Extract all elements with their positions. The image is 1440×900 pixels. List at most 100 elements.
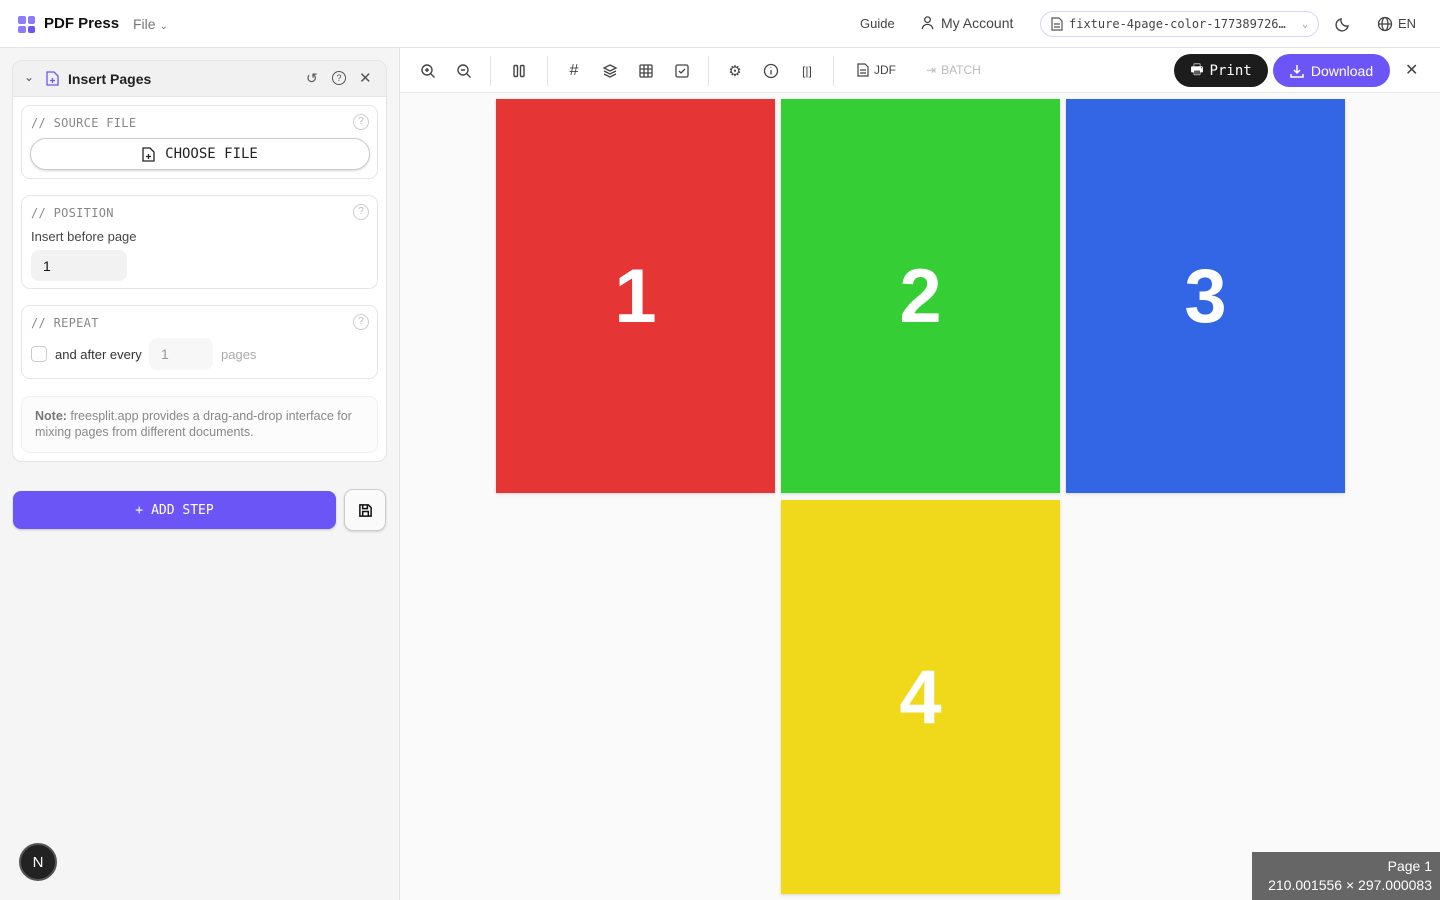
add-step-label: ADD STEP [151, 502, 214, 518]
columns-icon [513, 64, 525, 78]
grid-button[interactable] [635, 60, 657, 82]
file-plus-icon [142, 146, 155, 162]
file-selector[interactable]: fixture-4page-color-177389726… ⌄ [1040, 11, 1319, 37]
print-button[interactable]: 🖶 Print [1174, 54, 1268, 87]
dark-mode-toggle[interactable] [1335, 16, 1351, 32]
checkbox-icon [675, 64, 689, 78]
reset-icon[interactable]: ↺ [306, 70, 318, 86]
source-file-card: // SOURCE FILE ? CHOOSE FILE [21, 105, 378, 179]
page-size-label: 210.001556 × 297.000083 [1268, 877, 1432, 893]
repeat-unit-label: pages [221, 347, 257, 362]
repeat-label: // REPEAT [31, 316, 99, 330]
save-icon [358, 503, 372, 517]
zoom-out-icon [457, 64, 471, 78]
repeat-interval-input[interactable]: 1 [149, 338, 213, 370]
close-viewer-icon[interactable]: ✕ [1405, 62, 1419, 79]
collapse-chevron-icon[interactable]: ⌄ [24, 70, 35, 84]
file-menu[interactable]: File ⌄ [133, 16, 168, 32]
close-panel-icon[interactable]: ✕ [359, 70, 372, 87]
select-button[interactable] [671, 60, 693, 82]
file-menu-label: File [133, 16, 156, 32]
app-logo-icon [18, 16, 35, 33]
repeat-checkbox[interactable] [31, 346, 47, 362]
account-label: My Account [941, 15, 1014, 31]
choose-file-button[interactable]: CHOOSE FILE [30, 138, 370, 170]
jdf-label: JDF [874, 63, 896, 77]
note-box: Note: freesplit.app provides a drag-and-… [21, 396, 378, 453]
top-bar: PDF Press File ⌄ Guide My Account fixtur… [0, 0, 1440, 48]
avatar[interactable]: N [19, 843, 57, 881]
batch-button[interactable]: ⇥ BATCH [926, 63, 981, 77]
moon-icon [1335, 18, 1349, 32]
page-info-overlay: Page 1 210.001556 × 297.000083 [1252, 852, 1440, 900]
current-page-label: Page 1 [1387, 858, 1432, 874]
language-label: EN [1398, 16, 1417, 31]
note-text: Note: freesplit.app provides a drag-and-… [35, 408, 370, 440]
settings-button[interactable]: ⚙ [724, 60, 746, 82]
user-icon [921, 16, 934, 30]
download-label: Download [1310, 62, 1374, 79]
current-file-name: fixture-4page-color-177389726… [1069, 17, 1286, 31]
gear-icon: ⚙ [728, 63, 742, 80]
file-plus-icon [46, 71, 59, 86]
source-file-label: // SOURCE FILE [31, 116, 137, 130]
plus-icon: + [135, 502, 144, 518]
help-icon[interactable]: ? [332, 71, 346, 85]
panel-title: Insert Pages [68, 71, 152, 87]
print-label: Print [1209, 62, 1252, 79]
zoom-in-icon [421, 64, 435, 78]
chevron-down-icon: ⌄ [159, 21, 168, 32]
layers-button[interactable] [599, 60, 621, 82]
position-label: // POSITION [31, 206, 114, 220]
batch-label: BATCH [941, 63, 981, 77]
jdf-button[interactable]: JDF [857, 63, 896, 77]
insert-before-page-input[interactable]: 1 [31, 250, 127, 281]
app-name: PDF Press [44, 15, 120, 32]
language-selector[interactable]: EN [1377, 16, 1416, 32]
page-thumbnail[interactable]: 3 [1066, 99, 1345, 493]
insert-before-label: Insert before page [31, 229, 137, 244]
page-thumbnail[interactable]: 1 [496, 99, 775, 493]
page-thumbnail[interactable]: 4 [781, 500, 1060, 894]
help-icon[interactable]: ? [353, 114, 369, 130]
compare-button[interactable]: [|] [796, 60, 818, 82]
add-step-button[interactable]: + ADD STEP [13, 491, 336, 529]
divider [490, 56, 491, 86]
document-icon [857, 63, 869, 77]
chevron-down-icon: ⌄ [1301, 18, 1308, 30]
download-icon [1290, 64, 1304, 78]
choose-file-label: CHOOSE FILE [165, 146, 258, 162]
layers-icon [602, 64, 618, 78]
grid-icon [639, 64, 653, 78]
brackets-icon: [|] [802, 64, 812, 78]
page-thumbnail[interactable]: 2 [781, 99, 1060, 493]
document-icon [1051, 17, 1063, 31]
note-bold: Note: [35, 409, 67, 423]
import-icon: ⇥ [926, 63, 937, 77]
insert-pages-panel: ⌄ Insert Pages ↺ ? ✕ // SOURCE FILE ? CH… [12, 60, 387, 462]
panel-header: ⌄ Insert Pages ↺ ? ✕ [13, 61, 386, 97]
repeat-card: // REPEAT ? and after every 1 pages [21, 305, 378, 379]
divider [708, 56, 709, 86]
repeat-checkbox-label: and after every [55, 347, 142, 362]
divider [833, 56, 834, 86]
guide-link[interactable]: Guide [860, 16, 895, 31]
save-button[interactable] [344, 489, 386, 531]
help-icon[interactable]: ? [353, 314, 369, 330]
globe-icon [1377, 16, 1393, 32]
printer-icon: 🖶 [1190, 61, 1204, 78]
position-card: // POSITION ? Insert before page 1 [21, 195, 378, 289]
help-icon[interactable]: ? [353, 204, 369, 220]
divider [547, 56, 548, 86]
info-button[interactable] [760, 60, 782, 82]
download-button[interactable]: Download [1273, 54, 1390, 87]
page-numbers-button[interactable]: # [563, 60, 585, 82]
my-account-link[interactable]: My Account [920, 15, 1013, 31]
zoom-out-button[interactable] [453, 60, 475, 82]
viewer-toolbar: # ⚙ [|] JDF ⇥ BATCH 🖶 Print Download ✕ [400, 48, 1440, 93]
info-icon [763, 63, 779, 79]
note-body: freesplit.app provides a drag-and-drop i… [35, 409, 352, 439]
two-page-view-button[interactable] [508, 60, 530, 82]
hash-icon: # [569, 62, 579, 79]
zoom-in-button[interactable] [417, 60, 439, 82]
